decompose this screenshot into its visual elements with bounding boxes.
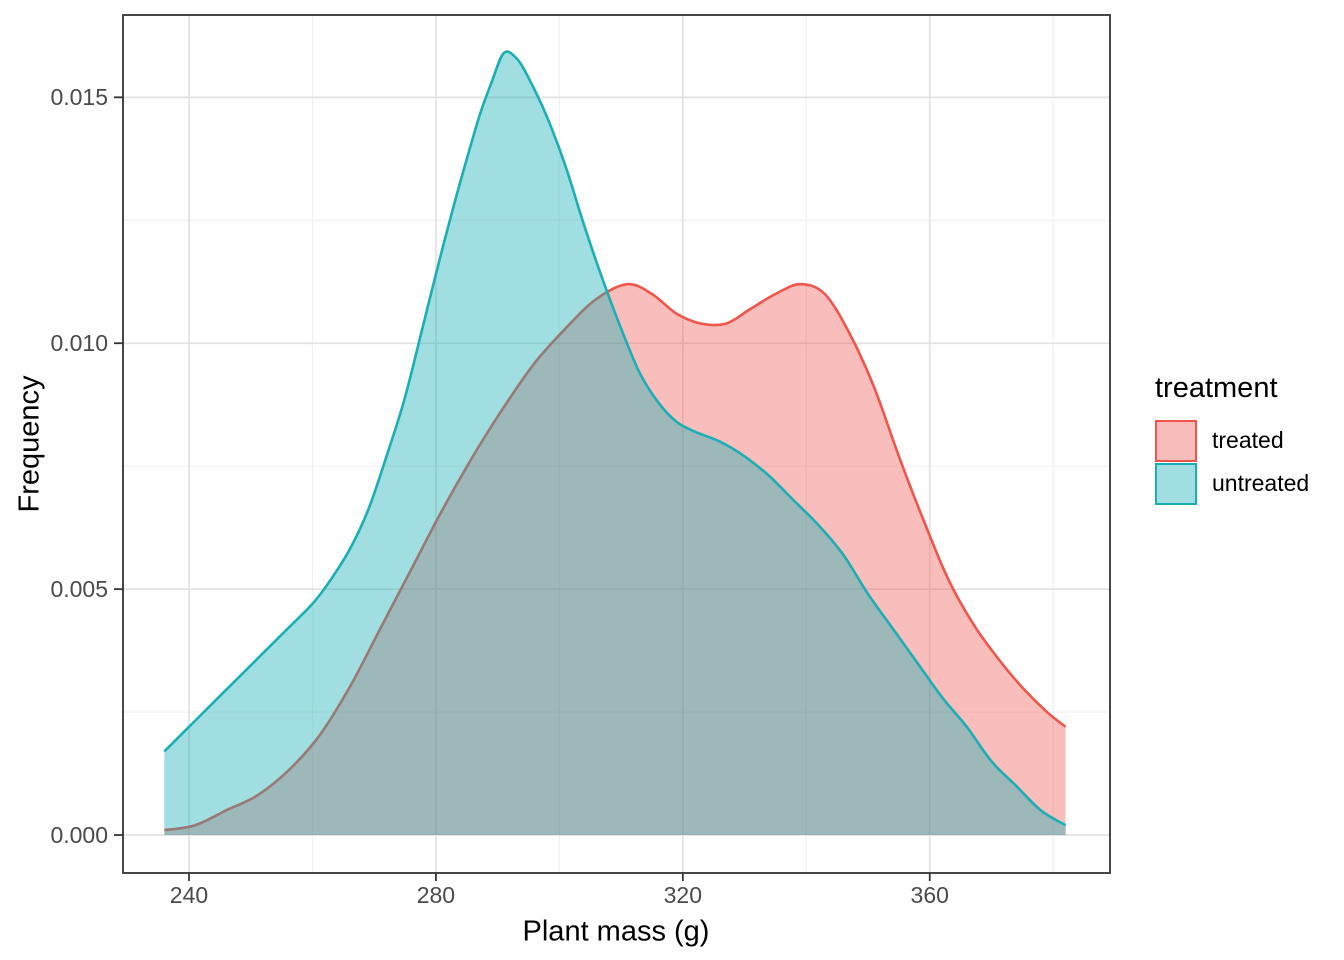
treated-density-line (164, 282, 1067, 832)
legend-key-swatch (1155, 462, 1197, 505)
y-axis-title: Frequency (13, 375, 46, 513)
y-tick-label: 0.015 (50, 83, 108, 110)
x-tick-label: 320 (663, 882, 703, 908)
treated-density-area (164, 284, 1066, 835)
legend-entry: treated (1155, 419, 1309, 462)
legend-entry: untreated (1155, 462, 1309, 505)
legend: treatment treated untreated (1155, 372, 1309, 505)
y-tick-label: 0.010 (50, 329, 108, 356)
x-axis-title: Plant mass (g) (522, 915, 710, 948)
legend-title: treatment (1155, 372, 1278, 404)
y-tick-label: 0.000 (50, 821, 108, 848)
legend-entries: treated untreated (1155, 419, 1309, 505)
x-tick-label: 240 (169, 882, 209, 908)
untreated-density-line (163, 50, 1067, 827)
legend-key-swatch (1155, 419, 1197, 462)
y-tick-label: 0.005 (50, 575, 108, 602)
x-tick-label: 360 (910, 882, 949, 908)
x-tick-label: 280 (416, 882, 456, 908)
untreated-density-area (164, 51, 1066, 836)
legend-entry-label: treated (1212, 427, 1284, 453)
legend-entry-label: untreated (1212, 470, 1310, 496)
panel-border (122, 14, 1111, 874)
panel-background (123, 15, 1110, 873)
